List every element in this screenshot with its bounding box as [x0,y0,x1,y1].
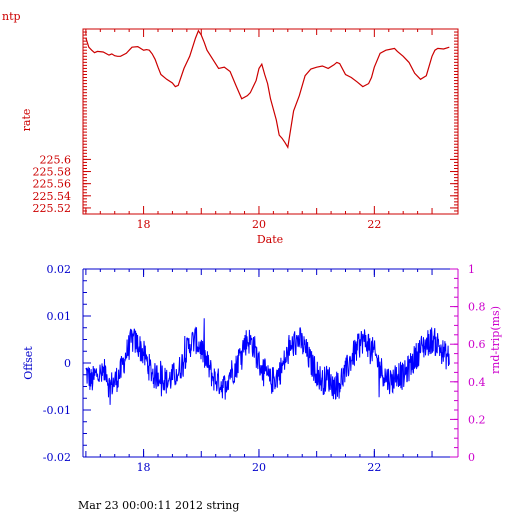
offset-x-tick-label: 20 [252,461,266,474]
rate-x-tick-label: 22 [367,218,381,231]
rtt-y-tick-label: 0.4 [468,376,486,389]
rate-y-tick-label: 225.6 [40,153,72,166]
rate-y-tick-label: 225.52 [33,202,72,215]
offset-ticks [83,268,433,458]
rtt-y-tick-label: 0.8 [468,301,486,314]
rate-ticks [83,29,458,214]
rate-y-tick-label: 225.56 [33,178,72,191]
rtt-y-tick-label: 0.6 [468,338,486,351]
rate-y-tick-label: 225.54 [33,190,72,203]
rtt-y-axis-label: rnd-trip(ms) [489,306,502,374]
offset-y-tick-label: 0 [64,357,71,370]
app-label: ntp [2,10,21,23]
offset-y-tick-label: 0.02 [47,263,72,276]
offset-x-tick-label: 18 [137,461,151,474]
rate-y-axis-label: rate [20,109,33,132]
offset-chart: 18 20 22 -0.02 -0.01 0 0.01 0.02 0 0.2 0.4 0.6 0.8 1… [22,263,502,474]
offset-x-tick-label: 22 [367,461,381,474]
rate-plot-frame [82,28,459,215]
offset-tick-labels: 18 20 22 -0.02 -0.01 0 0.01 0.02 [43,263,382,474]
rtt-y-tick-label: 0.2 [468,413,486,426]
rate-series-line [85,29,450,150]
rtt-tick-labels: 0 0.2 0.4 0.6 0.8 1 [468,263,486,464]
offset-y-tick-label: -0.02 [43,451,71,464]
offset-series-line [85,318,450,405]
footer-timestamp: Mar 23 00:00:11 2012 string [78,499,239,512]
offset-y-tick-label: 0.01 [47,310,72,323]
offset-y-tick-label: -0.01 [43,404,71,417]
rtt-y-tick-label: 1 [468,263,475,276]
offset-y-axis-label: Offset [22,346,35,380]
rate-x-axis-label: Date [257,233,283,246]
rtt-ticks [450,268,458,458]
rtt-y-tick-label: 0 [468,451,475,464]
rate-y-tick-label: 225.58 [33,166,72,179]
rate-x-tick-label: 18 [137,218,151,231]
rate-x-tick-label: 20 [252,218,266,231]
